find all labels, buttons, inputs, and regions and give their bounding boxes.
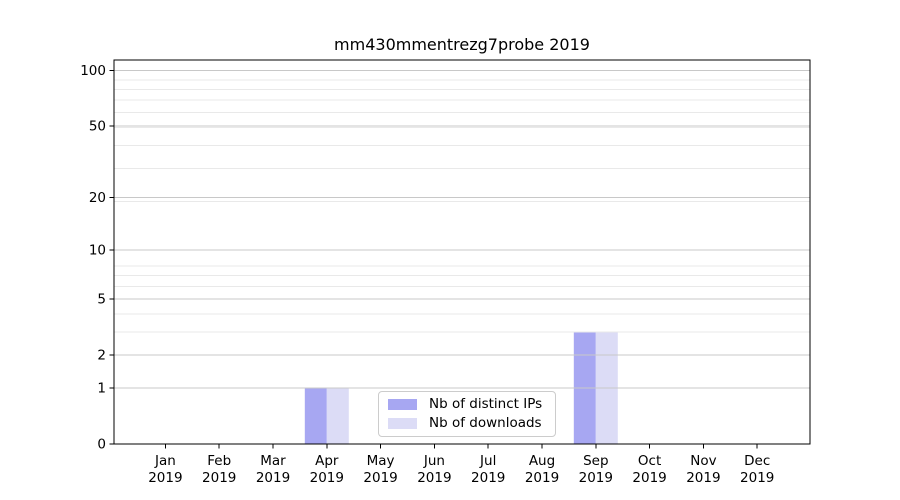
x-tick-label-year: 2019 bbox=[202, 470, 236, 486]
x-tick-label-year: 2019 bbox=[256, 470, 290, 486]
y-tick-label: 100 bbox=[80, 63, 106, 79]
x-tick-label-month: May bbox=[367, 453, 395, 469]
x-tick-label-year: 2019 bbox=[740, 470, 774, 486]
x-tick-label-year: 2019 bbox=[148, 470, 182, 486]
chart-title: mm430mmentrezg7probe 2019 bbox=[334, 35, 590, 54]
x-tick-label-year: 2019 bbox=[686, 470, 720, 486]
y-tick-label: 0 bbox=[97, 437, 106, 453]
legend-swatch bbox=[388, 418, 417, 430]
x-tick-label-year: 2019 bbox=[579, 470, 613, 486]
x-tick-label-month: Apr bbox=[315, 453, 339, 469]
x-tick-label-month: Nov bbox=[690, 453, 716, 469]
x-tick-label-year: 2019 bbox=[310, 470, 344, 486]
x-tick-label-month: Aug bbox=[529, 453, 555, 469]
x-tick-label-year: 2019 bbox=[471, 470, 505, 486]
legend-label: Nb of distinct IPs bbox=[429, 395, 543, 412]
x-tick-label-month: Jun bbox=[423, 453, 445, 469]
x-tick-label-month: Dec bbox=[744, 453, 770, 469]
bar bbox=[304, 387, 327, 444]
legend-swatch bbox=[388, 398, 417, 410]
y-tick-label: 10 bbox=[89, 242, 106, 258]
x-tick-label-year: 2019 bbox=[632, 470, 666, 486]
x-tick-label-month: Sep bbox=[583, 453, 608, 469]
x-tick-label-year: 2019 bbox=[363, 470, 397, 486]
legend-label: Nb of downloads bbox=[429, 415, 542, 431]
bar bbox=[326, 387, 349, 444]
legend: Nb of distinct IPs Nb of downloads bbox=[378, 391, 556, 437]
y-tick-label: 2 bbox=[97, 348, 106, 364]
x-tick-label-month: Feb bbox=[207, 453, 231, 469]
x-tick-label-month: Oct bbox=[638, 453, 661, 469]
y-tick-label: 5 bbox=[97, 291, 106, 307]
legend-item: Nb of downloads bbox=[388, 415, 555, 431]
x-tick-label-year: 2019 bbox=[525, 470, 559, 486]
y-tick-label: 1 bbox=[97, 380, 106, 396]
legend-item: Nb of distinct IPs bbox=[388, 395, 555, 412]
y-tick-label: 50 bbox=[89, 118, 106, 134]
x-tick-label-month: Jul bbox=[479, 453, 496, 469]
x-tick-label-month: Mar bbox=[260, 453, 286, 469]
plot-border bbox=[113, 59, 811, 445]
x-tick-label-month: Jan bbox=[154, 453, 176, 469]
y-tick-label: 20 bbox=[89, 190, 106, 206]
x-tick-label-year: 2019 bbox=[417, 470, 451, 486]
